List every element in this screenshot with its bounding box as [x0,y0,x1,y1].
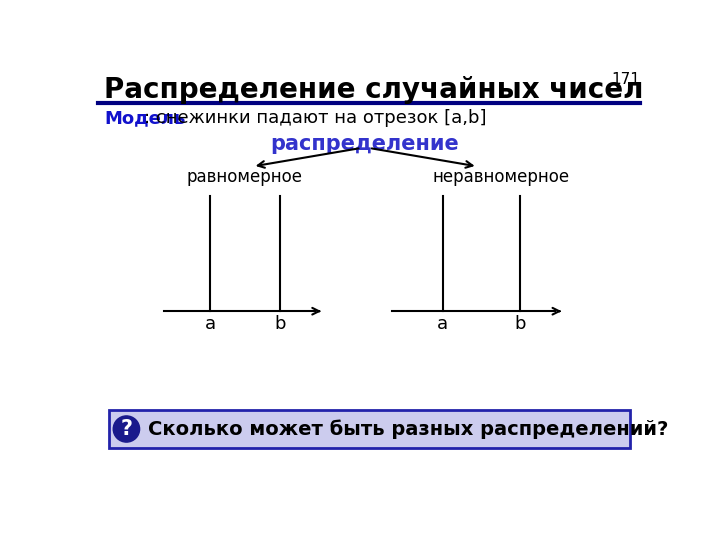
Text: a: a [204,315,216,333]
FancyBboxPatch shape [109,410,630,448]
Circle shape [113,416,140,442]
Text: неравномерное: неравномерное [432,168,570,186]
Text: : снежинки падают на отрезок [a,b]: : снежинки падают на отрезок [a,b] [144,110,487,127]
Text: Сколько может быть разных распределений?: Сколько может быть разных распределений? [148,419,668,439]
Text: b: b [514,315,526,333]
Text: ?: ? [120,419,132,439]
Text: распределение: распределение [271,134,459,154]
Text: Модель: Модель [104,110,185,127]
Text: равномерное: равномерное [187,168,303,186]
Text: 171: 171 [611,72,640,87]
Text: Распределение случайных чисел: Распределение случайных чисел [104,76,644,104]
Text: b: b [274,315,286,333]
Text: a: a [437,315,448,333]
